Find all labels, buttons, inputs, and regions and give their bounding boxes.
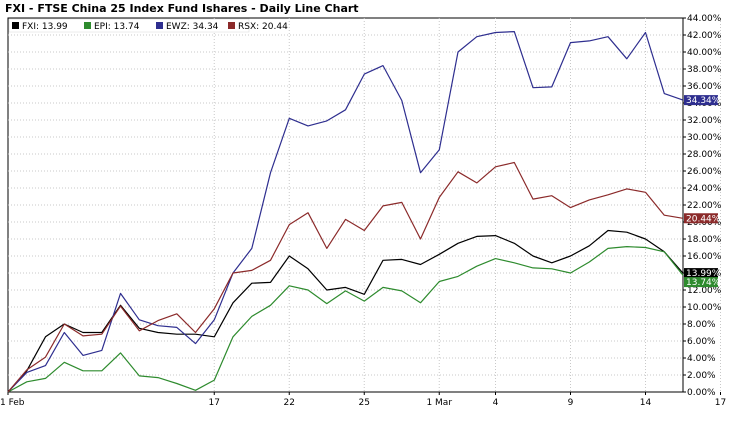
y-tick-label: 38.00% (687, 65, 722, 75)
x-tick-label: 17 (715, 398, 726, 408)
end-badge-label-fxi: 13.99% (686, 269, 721, 279)
grid (8, 18, 721, 392)
y-tick-label: 18.00% (687, 235, 722, 245)
end-badge-label-rsx: 20.44% (686, 214, 721, 224)
y-tick-label: 40.00% (687, 48, 722, 58)
chart-title: FXI - FTSE China 25 Index Fund Ishares -… (5, 2, 359, 15)
series-line-epi (7, 246, 684, 393)
end-badge-epi (684, 277, 718, 288)
y-tick-label: 16.00% (687, 252, 722, 262)
legend-label-epi: EPI: 13.74 (94, 22, 140, 32)
y-tick-label: 28.00% (687, 150, 722, 160)
x-tick-label: 1 Mar (426, 398, 452, 408)
legend-swatch-epi (84, 22, 91, 29)
legend-label-ewz: EWZ: 34.34 (166, 22, 219, 32)
end-value-labels: 34.34% 20.44% 13.99%13.74% (684, 95, 721, 288)
y-tick-label: 32.00% (687, 116, 722, 126)
legend-swatch-ewz (156, 22, 163, 29)
y-tick-label: 24.00% (687, 184, 722, 194)
legend-swatch-rsx (228, 22, 235, 29)
y-tick-label: 12.00% (687, 286, 722, 296)
x-tick-label: 9 (568, 398, 574, 408)
y-tick-label: 6.00% (687, 337, 716, 347)
end-badge-label-epi: 13.74% (686, 278, 721, 288)
series-lines (7, 31, 684, 393)
legend-swatch-fxi (12, 22, 19, 29)
legend-box (8, 18, 250, 33)
y-tick-label: 2.00% (687, 371, 716, 381)
end-badge-label-ewz: 34.34% (686, 96, 721, 106)
end-badge-fxi (684, 268, 718, 279)
y-tick-label: 8.00% (687, 320, 716, 330)
y-tick-label: 10.00% (687, 303, 722, 313)
series-line-rsx (7, 161, 684, 393)
x-tick-label: 14 (640, 398, 652, 408)
y-tick-label: 36.00% (687, 82, 722, 92)
x-tick-label: 4 (493, 398, 499, 408)
y-tick-label: 42.00% (687, 31, 722, 41)
x-tick-label: 25 (359, 398, 370, 408)
y-tick-label: 22.00% (687, 201, 722, 211)
y-tick-label: 44.00% (687, 14, 722, 24)
series-line-fxi (7, 229, 684, 393)
end-badge-rsx (684, 213, 718, 224)
legend-label-rsx: RSX: 20.44 (238, 22, 288, 32)
y-tick-label: 4.00% (687, 354, 716, 364)
x-tick-label: 1 Feb (0, 398, 25, 408)
y-tick-label: 26.00% (687, 167, 722, 177)
y-tick-label: 30.00% (687, 133, 722, 143)
y-tick-label: 0.00% (687, 388, 716, 398)
x-tick-label: 17 (209, 398, 220, 408)
legend-label-fxi: FXI: 13.99 (22, 22, 68, 32)
series-line-ewz (7, 31, 684, 393)
end-badge-ewz (684, 95, 718, 106)
legend: FXI: 13.99 EPI: 13.74 EWZ: 34.34 RSX: 20.44 (8, 18, 288, 33)
x-tick-label: 22 (284, 398, 295, 408)
